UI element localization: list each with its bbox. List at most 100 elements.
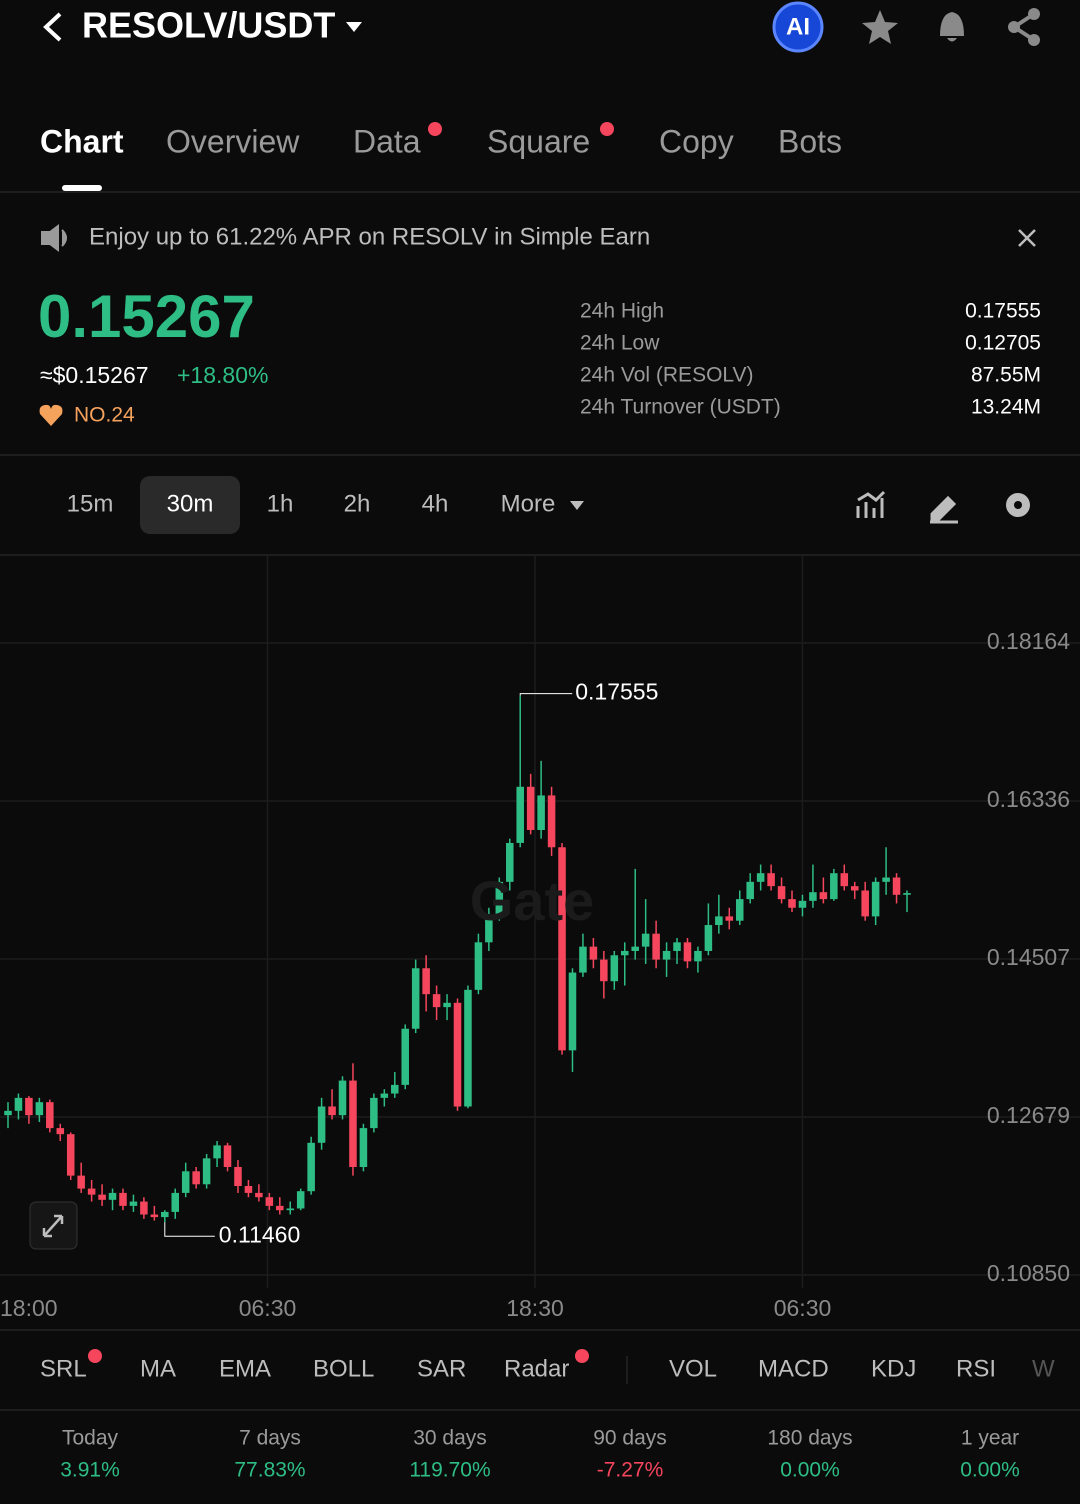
y-tick-label: 0.14507	[987, 944, 1070, 970]
candle-body	[181, 1171, 190, 1193]
interval[interactable]: 15m	[67, 490, 114, 517]
return-period: 90 days	[593, 1427, 667, 1450]
candle-body	[46, 1102, 54, 1129]
draw-icon[interactable]	[930, 495, 958, 524]
candle-body	[296, 1191, 305, 1209]
interval[interactable]: 30m	[167, 490, 214, 517]
interval-selected-bg	[140, 476, 240, 534]
return-value: 0.00%	[780, 1459, 840, 1482]
candle-body	[161, 1211, 169, 1218]
indicator-tab[interactable]: SRL	[40, 1355, 87, 1382]
pair-title[interactable]: RESOLV/USDT	[82, 5, 335, 46]
candle-body	[464, 989, 472, 1107]
back-button[interactable]	[43, 12, 62, 42]
return-value: 3.91%	[60, 1459, 120, 1482]
tab[interactable]: Data	[353, 123, 421, 159]
ai-button[interactable]	[772, 1, 824, 53]
candle-body	[547, 795, 556, 848]
indicator-tab[interactable]: Radar	[504, 1355, 569, 1382]
candle-body	[767, 873, 775, 887]
tab[interactable]: Overview	[166, 123, 300, 159]
candle-body	[223, 1145, 232, 1167]
candle-body	[903, 893, 911, 895]
candle-body	[4, 1110, 12, 1116]
candle-body	[453, 1002, 462, 1107]
tab[interactable]: Copy	[659, 123, 734, 159]
x-tick-label: 18:30	[506, 1295, 564, 1321]
candle-body	[411, 968, 420, 1029]
notification-dot	[88, 1349, 102, 1363]
return-period: Today	[62, 1427, 119, 1450]
indicator-icon[interactable]	[856, 490, 886, 518]
tab[interactable]: Chart	[40, 123, 124, 159]
candle-body	[432, 994, 441, 1008]
candle-body	[746, 881, 754, 900]
indicator-tab[interactable]: MA	[140, 1355, 176, 1382]
indicator-tab[interactable]: BOLL	[313, 1355, 374, 1382]
candle-body	[673, 942, 681, 951]
x-tick-label: 06:30	[239, 1295, 297, 1321]
settings-icon[interactable]	[1006, 493, 1030, 517]
return-value: 119.70%	[409, 1459, 490, 1482]
tab-indicator	[62, 185, 102, 191]
notification-dot	[600, 122, 614, 136]
banner-close[interactable]	[1018, 229, 1036, 247]
speaker-icon	[41, 224, 67, 252]
watermark: Gate	[470, 869, 595, 932]
more-dropdown[interactable]	[570, 501, 584, 510]
interval[interactable]: 2h	[344, 490, 371, 517]
candle-body	[610, 955, 619, 982]
candle-body	[380, 1093, 389, 1098]
ai-label: AI	[786, 13, 810, 40]
candle-body	[819, 892, 828, 900]
candle-body	[307, 1142, 315, 1192]
candle-body	[809, 892, 817, 901]
x-tick-label: 06:30	[774, 1295, 832, 1321]
alert-icon[interactable]	[940, 12, 964, 42]
favorite-icon[interactable]	[862, 10, 898, 44]
price-change: +18.80%	[177, 362, 268, 388]
candle-body	[840, 873, 849, 887]
candle-body	[370, 1097, 378, 1129]
candle-body	[579, 946, 587, 973]
indicator-tab[interactable]: KDJ	[871, 1355, 916, 1382]
candle-body	[25, 1097, 33, 1116]
tab[interactable]: Square	[487, 123, 590, 159]
fullscreen-icon	[42, 1214, 64, 1238]
pair-dropdown[interactable]	[346, 22, 362, 32]
candle-body	[328, 1106, 336, 1116]
share-icon[interactable]	[1008, 8, 1040, 46]
candle-body	[286, 1208, 295, 1211]
notification-dot	[428, 122, 442, 136]
candle-body	[568, 972, 577, 1051]
interval[interactable]: 4h	[422, 490, 449, 517]
candle-body	[495, 881, 504, 917]
stat-value: 0.17555	[965, 300, 1041, 323]
indicator-tab[interactable]: MACD	[758, 1355, 829, 1382]
candle-body	[735, 899, 744, 921]
low-marker	[164, 1222, 215, 1237]
stat-label: 24h Vol (RESOLV)	[580, 364, 754, 387]
x-tick-label: 18:00	[0, 1295, 58, 1321]
candle-body	[276, 1205, 284, 1211]
interval[interactable]: 1h	[267, 490, 294, 517]
candle-body	[171, 1192, 180, 1212]
banner-text[interactable]: Enjoy up to 61.22% APR on RESOLV in Simp…	[89, 223, 650, 250]
candle-body	[140, 1201, 148, 1215]
indicator-tab[interactable]: W	[1032, 1355, 1055, 1382]
candle-body	[620, 950, 629, 956]
candle-body	[830, 873, 838, 900]
indicator-tab[interactable]: SAR	[417, 1355, 466, 1382]
indicator-tab[interactable]: VOL	[669, 1355, 717, 1382]
interval[interactable]: More	[501, 490, 556, 517]
indicator-tab[interactable]: RSI	[956, 1355, 996, 1382]
candle-body	[359, 1128, 368, 1167]
notification-dot	[575, 1349, 589, 1363]
candle-body	[234, 1166, 242, 1186]
indicator-tab[interactable]: EMA	[219, 1355, 271, 1382]
candle-body	[422, 968, 430, 995]
rank[interactable]: NO.24	[74, 404, 135, 427]
y-tick-label: 0.10850	[987, 1260, 1070, 1286]
tab[interactable]: Bots	[778, 123, 842, 159]
